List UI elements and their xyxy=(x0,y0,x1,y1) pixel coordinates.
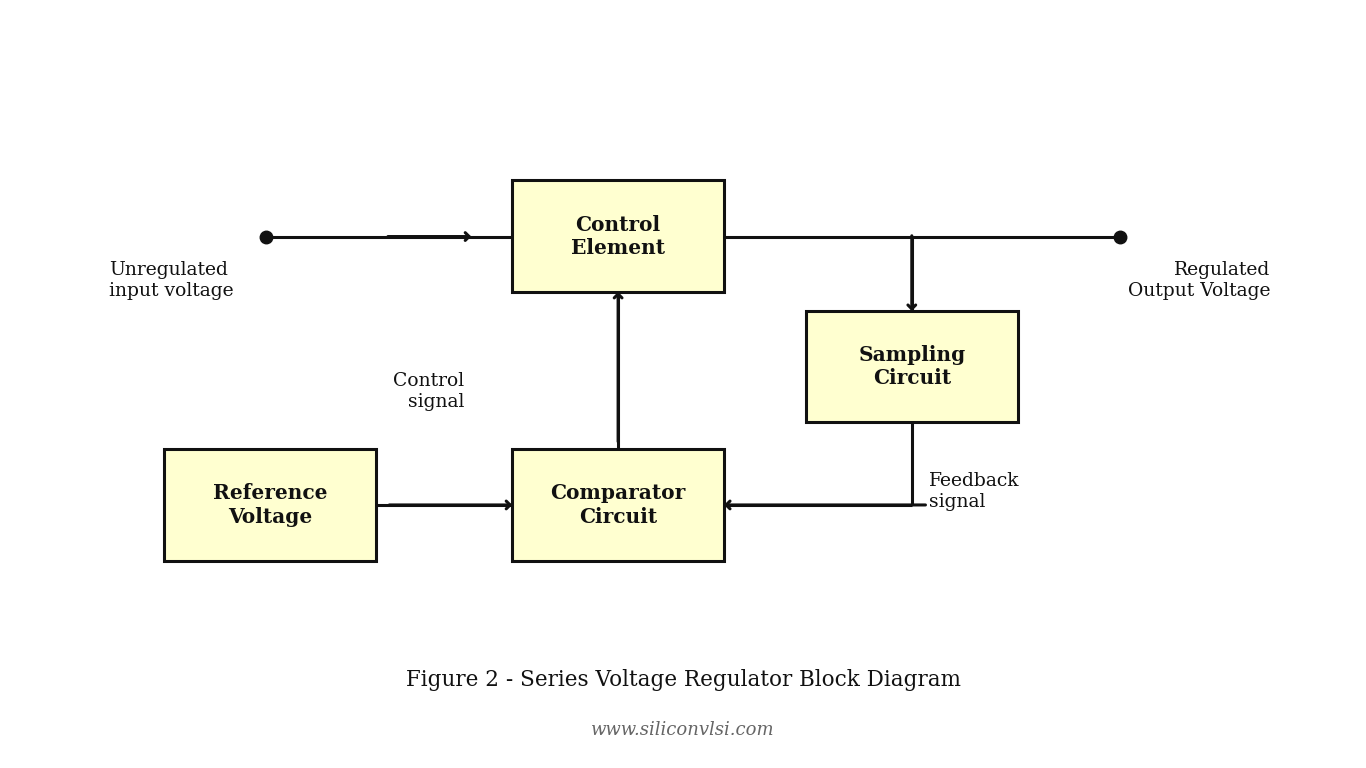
Text: Unregulated
input voltage: Unregulated input voltage xyxy=(109,261,234,300)
FancyBboxPatch shape xyxy=(512,180,724,292)
FancyBboxPatch shape xyxy=(806,311,1018,422)
Text: Comparator
Circuit: Comparator Circuit xyxy=(550,483,686,527)
FancyBboxPatch shape xyxy=(164,449,376,561)
Text: Control
signal: Control signal xyxy=(393,372,464,411)
Text: Reference
Voltage: Reference Voltage xyxy=(213,483,326,527)
Text: Control
Element: Control Element xyxy=(571,214,665,258)
Text: Sampling
Circuit: Sampling Circuit xyxy=(858,345,966,389)
Text: Feedback
signal: Feedback signal xyxy=(929,472,1019,511)
Text: Figure 2 - Series Voltage Regulator Block Diagram: Figure 2 - Series Voltage Regulator Bloc… xyxy=(406,669,960,690)
FancyBboxPatch shape xyxy=(512,449,724,561)
Text: www.siliconvlsi.com: www.siliconvlsi.com xyxy=(591,720,775,739)
Text: Regulated
Output Voltage: Regulated Output Voltage xyxy=(1128,261,1270,300)
